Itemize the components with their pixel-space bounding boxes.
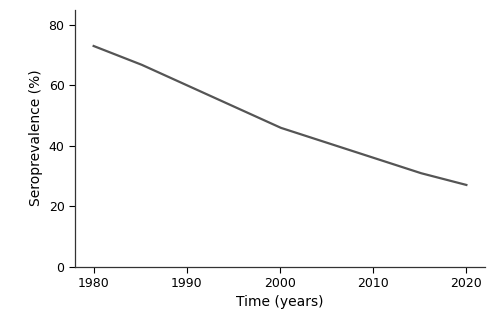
Y-axis label: Seroprevalence (%): Seroprevalence (%) — [29, 70, 43, 206]
X-axis label: Time (years): Time (years) — [236, 295, 324, 309]
